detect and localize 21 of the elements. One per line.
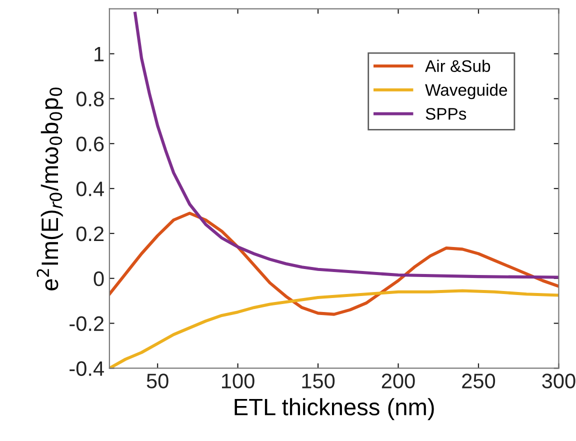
y-tick-label: -0.2 [70, 316, 104, 332]
y-tick-label: 0.4 [76, 182, 104, 196]
legend-label: Waveguide [425, 84, 508, 100]
line-series [134, 12, 559, 279]
x-tick-label: 100 [222, 374, 254, 388]
y-tick-label: -0.4 [70, 361, 104, 376]
x-tick-label: 200 [382, 374, 415, 388]
x-tick-label: 300 [542, 374, 576, 388]
y-tick-label: 0.8 [76, 92, 104, 106]
y-tick-label: 0 [94, 271, 104, 286]
x-tick-label: 150 [302, 374, 335, 388]
text: e$^{2}$Im(E)$_{r0}$/mω$_{0}$b$_{0}$p$_{0}$ [36, 88, 63, 290]
x-tick-label: 250 [462, 374, 496, 388]
legend-label: SPPs [426, 108, 466, 120]
y-tick-label: 0.6 [76, 136, 104, 152]
legend-label: Air &Sub [425, 60, 490, 72]
y-tick-label: 0.2 [76, 226, 104, 242]
x-tick-label: 50 [146, 374, 168, 388]
y-tick-label: 1 [94, 46, 104, 62]
line-series [109, 212, 559, 316]
x-axis-title: ETL thickness (nm) [234, 398, 434, 420]
